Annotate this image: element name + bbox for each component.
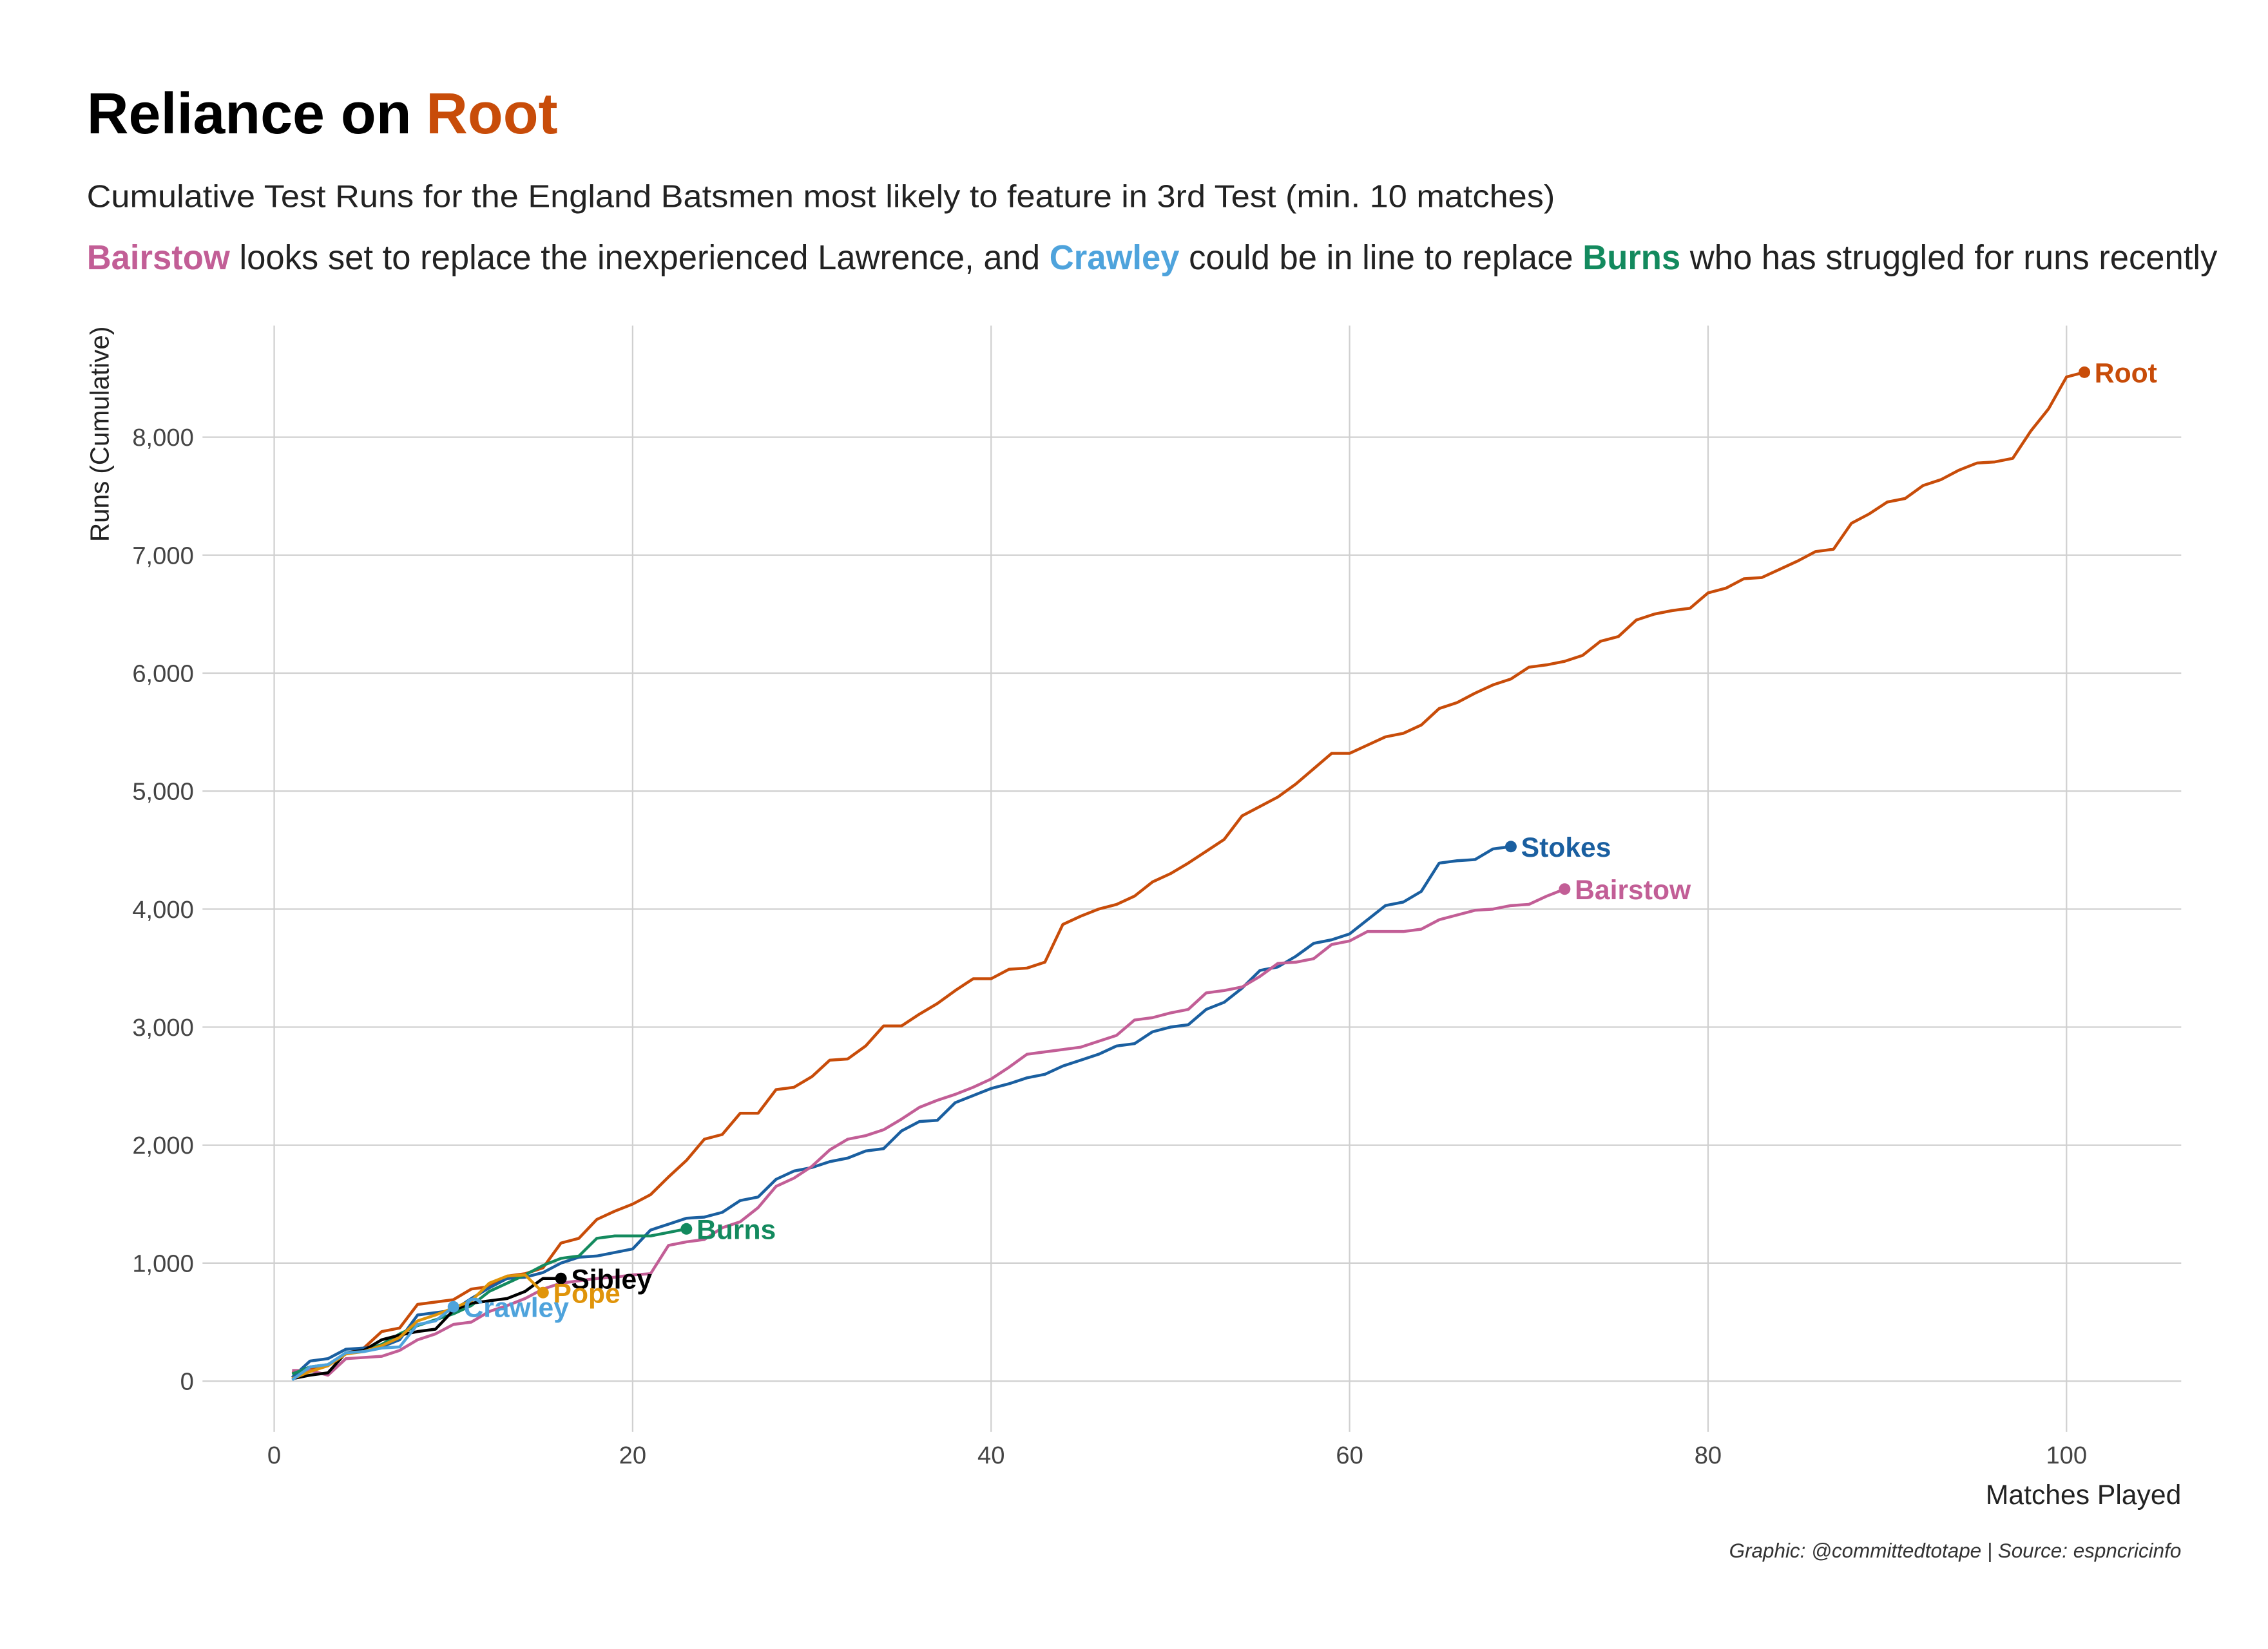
subtitle-2: Bairstow looks set to replace the inexpe… (87, 238, 2218, 277)
y-tick-label: 4,000 (132, 896, 193, 924)
y-axis-title: Runs (Cumulative) (84, 327, 114, 542)
series-line (291, 370, 2085, 1375)
plot-area: 0 1,000 2,000 3,000 4,000 5,000 6,000 7,000 8,00… (132, 325, 2182, 1469)
series-line (291, 845, 1512, 1379)
series-label: Root (2095, 358, 2157, 389)
end-point (537, 1286, 549, 1299)
x-tick-label: 20 (619, 1442, 646, 1469)
y-tick-label: 7,000 (132, 542, 193, 569)
series-line (291, 1277, 561, 1380)
title-highlight: Root (426, 82, 557, 146)
y-tick-label: 2,000 (132, 1132, 193, 1159)
series-line (292, 888, 1566, 1377)
end-point (680, 1223, 693, 1235)
y-tick-label: 0 (180, 1368, 194, 1396)
y-tick-label: 5,000 (132, 778, 193, 806)
end-point (2079, 366, 2091, 378)
subtitle-segment: Burns (1582, 238, 1680, 277)
y-tick-label: 1,000 (132, 1250, 193, 1277)
end-point (555, 1272, 567, 1284)
end-point (1559, 883, 1571, 895)
end-point (447, 1301, 459, 1313)
subtitle-segment: Bairstow (87, 238, 230, 277)
series-label: Pope (553, 1278, 620, 1309)
x-tick-label: 80 (1695, 1442, 1722, 1469)
y-tick-label: 8,000 (132, 424, 193, 452)
x-tick-label: 60 (1336, 1442, 1363, 1469)
subtitle-segment: who has struggled for runs recently (1680, 238, 2217, 277)
series-label: Sibley (571, 1264, 652, 1295)
title-text: Reliance on (87, 82, 412, 146)
x-tick-label: 0 (267, 1442, 281, 1469)
subtitle-segment: Crawley (1050, 238, 1180, 277)
chart-title: Reliance on Root (87, 82, 558, 146)
x-axis-title: Matches Played (1986, 1480, 2181, 1511)
y-tick-label: 6,000 (132, 660, 193, 687)
series-label: Stokes (1521, 832, 1611, 863)
subtitle-segment: looks set to replace the inexperienced L… (230, 238, 1050, 277)
series-label: Crawley (463, 1292, 569, 1323)
x-tick-label: 100 (2046, 1442, 2087, 1469)
subtitle: Cumulative Test Runs for the England Bat… (87, 178, 1555, 214)
y-tick-label: 3,000 (132, 1014, 193, 1042)
caption: Graphic: @committedtotape | Source: espn… (1729, 1539, 2182, 1562)
series-label: Burns (697, 1214, 776, 1245)
series-line (291, 1305, 455, 1382)
series-label: Bairstow (1575, 875, 1691, 906)
end-point (1504, 841, 1517, 853)
subtitle-segment: could be in line to replace (1179, 238, 1582, 277)
x-tick-label: 40 (977, 1442, 1004, 1469)
